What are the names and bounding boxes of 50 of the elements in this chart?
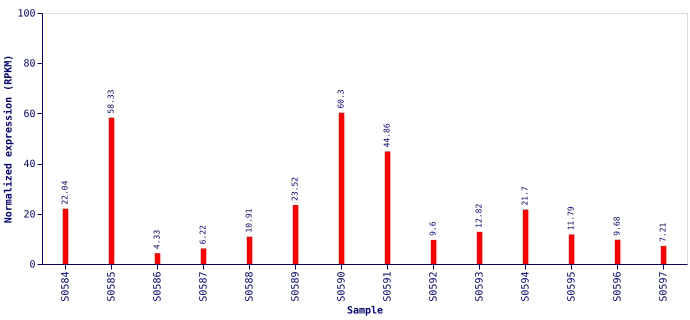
x-axis-title: Sample bbox=[346, 306, 384, 317]
data-label: 12.82 bbox=[474, 204, 484, 228]
x-tick-label: S0594 bbox=[520, 272, 532, 302]
bar bbox=[660, 246, 666, 264]
bar bbox=[476, 232, 482, 264]
bar bbox=[614, 240, 620, 264]
bar bbox=[522, 210, 528, 264]
x-tick-label: S0589 bbox=[290, 272, 302, 302]
x-tick-label: S0593 bbox=[474, 272, 486, 302]
bar bbox=[430, 240, 436, 264]
x-tick-label: S0592 bbox=[428, 272, 440, 302]
bar bbox=[292, 204, 298, 264]
x-tick-label: S0585 bbox=[106, 272, 118, 302]
x-tick-label: S0591 bbox=[382, 272, 394, 302]
bar bbox=[62, 208, 68, 264]
x-tick-label: S0586 bbox=[152, 272, 164, 302]
x-tick-label: S0595 bbox=[566, 272, 578, 302]
data-label: 58.33 bbox=[106, 89, 116, 114]
bar bbox=[384, 151, 390, 264]
data-label: 23.52 bbox=[290, 176, 300, 201]
bar bbox=[568, 234, 574, 264]
data-label: 4.33 bbox=[152, 230, 162, 250]
y-tick-label: 0 bbox=[29, 260, 36, 270]
x-tick-label: S0588 bbox=[244, 272, 256, 302]
data-label: 44.86 bbox=[382, 123, 392, 148]
data-label: 7.21 bbox=[658, 222, 668, 242]
y-tick-label: 80 bbox=[23, 58, 36, 70]
data-label: 9.68 bbox=[612, 216, 622, 236]
x-tick-label: S0596 bbox=[612, 272, 624, 302]
x-tick-label: S0584 bbox=[60, 272, 72, 302]
data-label: 21.7 bbox=[520, 186, 530, 206]
bar bbox=[246, 236, 252, 264]
data-label: 22.04 bbox=[60, 180, 70, 205]
data-label: 60.3 bbox=[336, 89, 346, 109]
y-tick-label: 20 bbox=[23, 209, 36, 220]
bar bbox=[154, 253, 160, 264]
y-axis-title: Normalized expression (RPKM) bbox=[2, 54, 14, 224]
bar bbox=[108, 118, 114, 264]
data-label: 9.6 bbox=[428, 221, 438, 236]
y-tick-label: 60 bbox=[23, 108, 36, 120]
bar bbox=[338, 112, 344, 264]
data-label: 11.79 bbox=[566, 206, 576, 230]
bar bbox=[200, 248, 206, 264]
data-label: 6.22 bbox=[198, 224, 208, 244]
x-tick-label: S0590 bbox=[336, 272, 348, 302]
x-tick-label: S0587 bbox=[198, 272, 210, 302]
x-tick-label: S0597 bbox=[658, 272, 670, 302]
data-label: 10.91 bbox=[244, 208, 254, 233]
y-tick-label: 40 bbox=[23, 159, 36, 170]
y-tick-label: 100 bbox=[17, 8, 36, 20]
